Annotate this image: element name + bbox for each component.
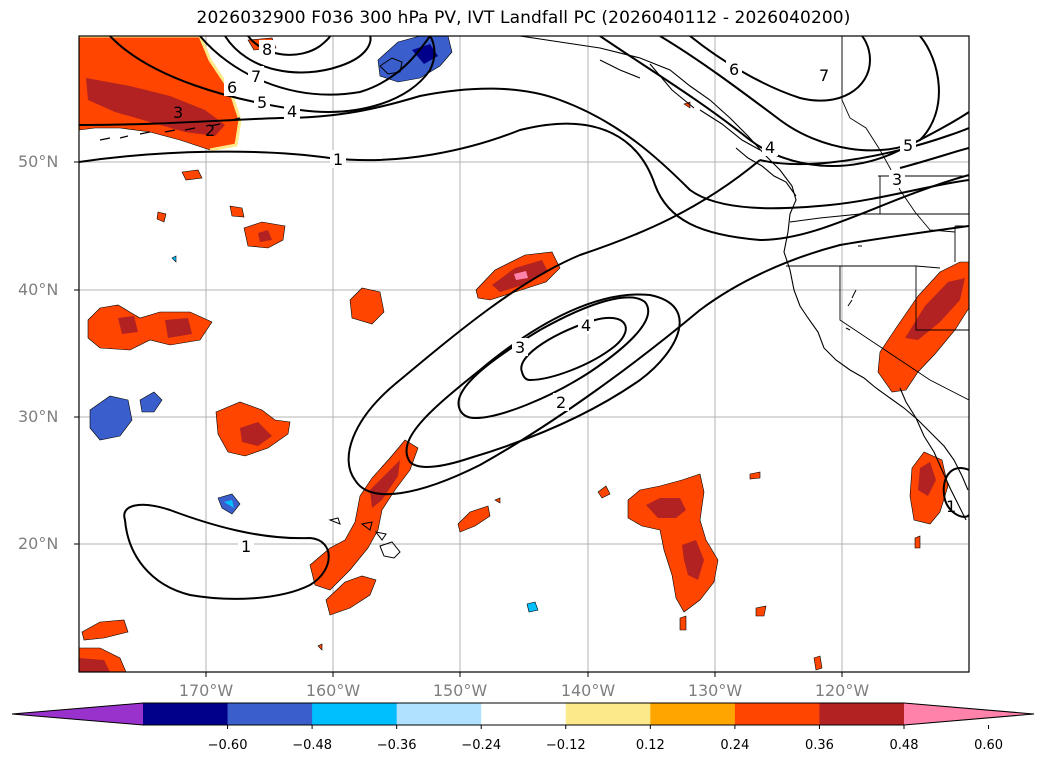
lat-label: 30°N	[18, 407, 59, 426]
contour-label: 1	[241, 537, 251, 556]
map-frame	[78, 35, 970, 673]
contour-label: 3	[892, 170, 902, 189]
colorbar-tick-label: 0.24	[720, 738, 750, 753]
lon-label: 120°W	[814, 681, 870, 700]
contour-label-group: 8 7 6 5 4 3 2 1 3 4 2 6 7 4 5	[173, 40, 956, 556]
pv-patch-small	[181, 169, 203, 181]
lon-label: 130°W	[687, 681, 743, 700]
contour-label: 5	[257, 93, 267, 112]
colorbar-bin	[650, 703, 736, 725]
contour-1-jet	[347, 159, 761, 481]
colorbar	[11, 702, 1035, 729]
colorbar-bin	[565, 703, 651, 725]
contour-label: 6	[227, 78, 237, 97]
colorbar-tick-label: −0.48	[292, 738, 333, 753]
contour-label: 7	[819, 66, 829, 85]
colorbar-tick-label: −0.60	[207, 738, 248, 753]
contour-label: 3	[173, 103, 183, 122]
contour-label: 2	[556, 393, 566, 412]
contour-label: 3	[515, 338, 525, 357]
lon-label: 170°W	[178, 681, 234, 700]
contour-label: 1	[946, 497, 956, 516]
lat-label: 40°N	[18, 280, 59, 299]
contour-label: 5	[903, 136, 913, 155]
colorbar-tick-label: 0.48	[889, 738, 919, 753]
colorbar-tick-label: 0.36	[804, 738, 834, 753]
colorbar-bin	[312, 703, 398, 725]
colorbar-bin	[396, 703, 482, 725]
colorbar-bin	[227, 703, 313, 725]
colorbar-tick-label: −0.12	[545, 738, 586, 753]
colorbar-extend-max	[904, 703, 1034, 725]
contour-4	[520, 316, 627, 382]
pv-contours	[79, 36, 969, 600]
contour-1-north	[79, 122, 969, 242]
lon-label: 140°W	[560, 681, 616, 700]
contour-label: 4	[581, 316, 591, 335]
colorbar-bin	[481, 703, 567, 725]
colorbar-tick-label: 0.60	[974, 738, 1004, 753]
colorbar-bin	[819, 703, 905, 725]
contour-1-sw	[123, 503, 330, 600]
contour-label: 4	[765, 138, 775, 157]
map-title: 2026032900 F036 300 hPa PV, IVT Landfall…	[196, 8, 851, 28]
colorbar-tick-label: −0.24	[461, 738, 502, 753]
lon-label: 150°W	[432, 681, 488, 700]
axis-ticks	[74, 161, 843, 677]
contour-label: 2	[205, 121, 215, 140]
contour-label: 6	[729, 60, 739, 79]
colorbar-extend-min	[12, 703, 143, 725]
contour-label: 1	[333, 150, 343, 169]
pv-patch-blue-west	[89, 395, 133, 441]
colorbar-tick-label: 0.12	[635, 738, 665, 753]
contour-label: 4	[287, 102, 297, 121]
contour-label: 8	[262, 40, 272, 59]
colorbar-bin	[734, 703, 820, 725]
lat-label: 50°N	[18, 152, 59, 171]
colorbar-tick-label: −0.36	[376, 738, 417, 753]
lat-label: 20°N	[18, 534, 59, 553]
colorbar-bin	[143, 703, 229, 725]
contour-2	[405, 293, 681, 468]
lon-label: 160°W	[305, 681, 361, 700]
pv-patch-40n-west	[87, 304, 213, 351]
colorbar-outline	[11, 702, 1035, 726]
contour-label: 7	[251, 67, 261, 86]
